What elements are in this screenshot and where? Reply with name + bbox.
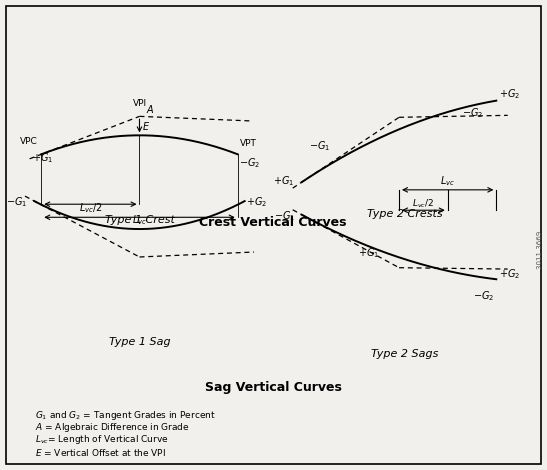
- Text: $-G_2$: $-G_2$: [239, 156, 260, 170]
- Text: $G_1$ and $G_2$ = Tangent Grades in Percent: $G_1$ and $G_2$ = Tangent Grades in Perc…: [35, 408, 216, 422]
- Text: $E$: $E$: [142, 120, 150, 132]
- Text: $-G_1$: $-G_1$: [309, 140, 330, 153]
- Text: VPI: VPI: [132, 99, 147, 108]
- Text: $+G_1$: $+G_1$: [358, 246, 379, 260]
- Text: $A$: $A$: [147, 103, 155, 115]
- Text: $+G_2$: $+G_2$: [498, 87, 520, 101]
- Text: Type 2 Sags: Type 2 Sags: [371, 350, 439, 360]
- Text: $L_{vc}$: $L_{vc}$: [132, 213, 147, 227]
- Text: $+G_2$: $+G_2$: [246, 195, 267, 209]
- Text: Type 1 Crest: Type 1 Crest: [104, 215, 174, 225]
- Text: $L_{vc}$= Length of Vertical Curve: $L_{vc}$= Length of Vertical Curve: [35, 433, 169, 446]
- Text: $-G_1$: $-G_1$: [6, 195, 27, 209]
- Text: $L_{vc}/2$: $L_{vc}/2$: [79, 201, 102, 215]
- Text: $-G_2$: $-G_2$: [473, 290, 494, 304]
- Text: $L_{vc}/2$: $L_{vc}/2$: [412, 197, 434, 210]
- Text: $+G_1$: $+G_1$: [32, 151, 53, 165]
- Text: $A$ = Algebraic Difference in Grade: $A$ = Algebraic Difference in Grade: [35, 422, 190, 434]
- Text: Type 2 Crests: Type 2 Crests: [367, 209, 443, 219]
- Text: $-G_2$: $-G_2$: [462, 106, 483, 120]
- Text: $-G_1$: $-G_1$: [274, 209, 295, 223]
- Text: Crest Vertical Curves: Crest Vertical Curves: [199, 216, 347, 228]
- Text: $+G_1$: $+G_1$: [272, 174, 294, 188]
- Text: $E$ = Vertical Offset at the VPI: $E$ = Vertical Offset at the VPI: [35, 446, 166, 457]
- Text: $L_{vc}$: $L_{vc}$: [440, 174, 455, 188]
- Text: 3011 3669: 3011 3669: [537, 231, 543, 269]
- Text: Sag Vertical Curves: Sag Vertical Curves: [205, 382, 341, 394]
- Text: VPT: VPT: [240, 139, 257, 149]
- Text: VPC: VPC: [20, 137, 38, 146]
- Text: $+G_2$: $+G_2$: [498, 267, 520, 281]
- Text: Type 1 Sag: Type 1 Sag: [109, 337, 170, 347]
